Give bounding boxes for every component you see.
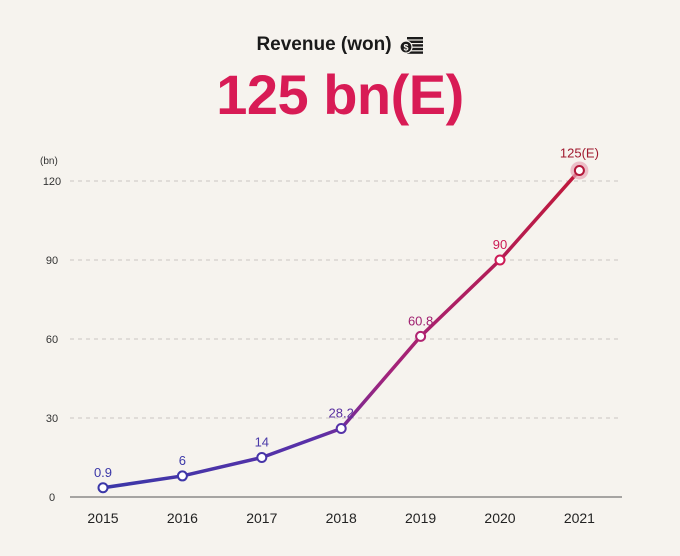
y-tick-label: 60 <box>46 334 58 346</box>
data-point <box>176 470 188 482</box>
x-tick-label: 2016 <box>167 510 198 526</box>
data-labels: 0.9 6 14 28.2 60.8 90 125(E) <box>94 145 599 479</box>
data-label: 0.9 <box>94 465 112 480</box>
data-point <box>97 482 109 494</box>
data-label: 60.8 <box>408 313 433 328</box>
title-row: Revenue (won) $ <box>0 34 680 56</box>
x-tick-label: 2017 <box>246 510 277 526</box>
x-tick-label: 2018 <box>326 510 357 526</box>
x-tick-label: 2015 <box>87 510 118 526</box>
data-point <box>415 330 427 342</box>
chart-title: Revenue (won) <box>256 34 392 55</box>
data-point <box>335 423 347 435</box>
data-label: 6 <box>179 453 186 468</box>
x-tick-label: 2020 <box>484 510 515 526</box>
y-axis-unit-label: (bn) <box>40 156 58 167</box>
data-point <box>256 452 268 463</box>
data-point <box>573 164 585 176</box>
y-tick-label: 90 <box>46 255 58 267</box>
data-points <box>97 161 589 494</box>
x-ticks: 2015 2016 2017 2018 2019 2020 2021 <box>87 510 595 526</box>
data-label: 125(E) <box>560 145 599 160</box>
series-line-path <box>101 168 582 490</box>
y-tick-label: 0 <box>49 492 55 504</box>
x-tick-label: 2021 <box>564 510 595 526</box>
data-point <box>494 254 506 266</box>
x-tick-label: 2019 <box>405 510 436 526</box>
y-ticks: 0 30 60 90 120 <box>43 176 61 504</box>
y-tick-label: 120 <box>43 176 61 188</box>
data-label: 90 <box>493 237 507 252</box>
data-label: 14 <box>255 435 269 450</box>
y-tick-label: 30 <box>46 413 58 425</box>
series-line <box>101 168 582 490</box>
data-label: 28.2 <box>329 406 354 421</box>
grid <box>70 180 622 498</box>
headline-value: 125 bn(E) <box>216 63 464 126</box>
money-stack-icon: $ <box>398 36 424 54</box>
svg-text:$: $ <box>403 43 408 53</box>
